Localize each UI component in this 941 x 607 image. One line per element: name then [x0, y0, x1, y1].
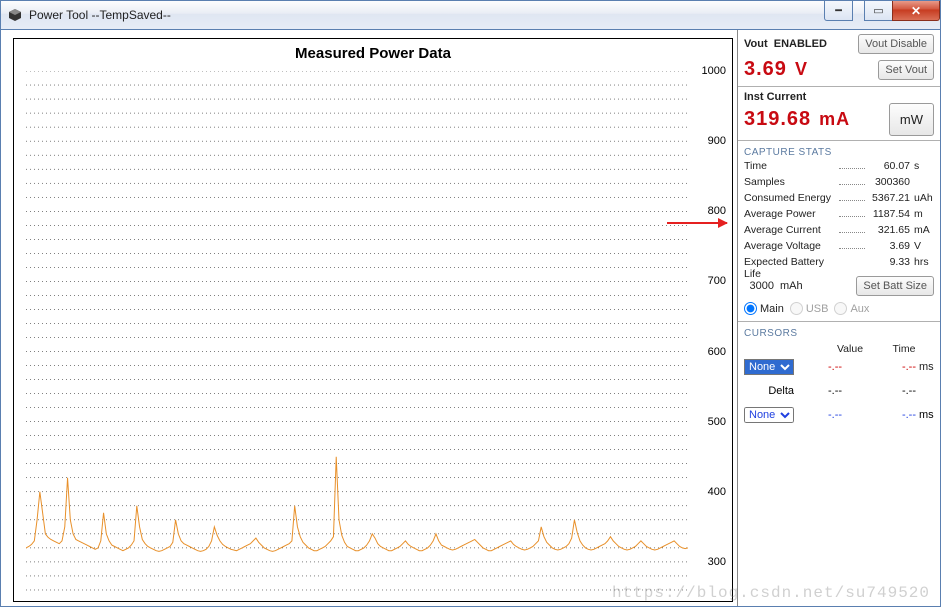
inst-current-value: 319.68mA: [744, 108, 850, 132]
stat-row: Consumed Energy 5367.21uAh: [744, 192, 934, 208]
window-title: Power Tool --TempSaved--: [29, 8, 171, 22]
y-tick-label: 400: [708, 486, 726, 498]
stat-value: 1187.54: [868, 208, 910, 220]
y-tick-label: 300: [708, 556, 726, 568]
y-tick-label: 900: [708, 135, 726, 147]
set-vout-button[interactable]: Set Vout: [878, 60, 934, 80]
minimize-button[interactable]: ━: [824, 1, 853, 21]
stat-unit: mA: [910, 224, 934, 236]
stats-table: Time 60.07s Samples 300360 Consumed Energy 53…: [738, 160, 940, 272]
stat-key: Average Voltage: [744, 240, 836, 252]
radio-main-input[interactable]: [744, 302, 757, 315]
stat-unit: hrs: [910, 256, 934, 268]
titlebar: Power Tool --TempSaved-- ━ ▭ ✕: [0, 0, 941, 30]
vout-disable-button[interactable]: Vout Disable: [858, 34, 934, 54]
stat-value: 5367.21: [868, 192, 910, 204]
chart-panel: Measured Power Data 30040050060070080090…: [1, 30, 737, 606]
stat-key: Expected Battery Life: [744, 256, 836, 280]
chart-box: Measured Power Data 30040050060070080090…: [13, 38, 733, 602]
radio-main[interactable]: Main: [744, 302, 784, 315]
client-area: Measured Power Data 30040050060070080090…: [0, 30, 941, 607]
stat-row: Average Power 1187.54m: [744, 208, 934, 224]
cursor-row-1: None -.-- -.-- ms: [738, 357, 940, 377]
vout-heading: Vout ENABLED: [744, 38, 827, 50]
y-tick-label: 800: [708, 205, 726, 217]
mw-button[interactable]: mW: [889, 103, 934, 136]
stat-key: Average Power: [744, 208, 836, 220]
chart-plot[interactable]: 3004005006007008009001000: [26, 71, 688, 597]
cursor-2-select[interactable]: None: [744, 407, 794, 423]
y-tick-label: 700: [708, 275, 726, 287]
cursor-1-value: -.--: [794, 361, 876, 373]
cursor-row-delta: Delta -.-- -.--: [738, 377, 940, 405]
stat-unit: m: [910, 208, 934, 220]
stat-unit: uAh: [910, 192, 934, 204]
annotation-arrow-icon: [667, 222, 727, 224]
stat-row: Average Current 321.65mA: [744, 224, 934, 240]
cursor-row-2: None -.-- -.-- ms: [738, 405, 940, 425]
stat-unit: V: [910, 240, 934, 252]
maximize-button[interactable]: ▭: [864, 1, 893, 21]
set-batt-size-button[interactable]: Set Batt Size: [856, 276, 934, 296]
stat-value: 3.69: [868, 240, 910, 252]
cursors-label: CURSORS: [738, 322, 940, 341]
stat-value: 9.33: [868, 256, 910, 268]
cursor-1-unit: ms: [916, 361, 934, 373]
battery-value: 3000: [744, 280, 774, 292]
stat-key: Samples: [744, 176, 836, 188]
radio-usb: USB: [790, 302, 829, 315]
stat-row: Average Voltage 3.69V: [744, 240, 934, 256]
radio-aux-input: [834, 302, 847, 315]
y-tick-label: 500: [708, 416, 726, 428]
stat-row: Expected Battery Life9.33hrs: [744, 256, 934, 272]
app-icon: [7, 7, 23, 23]
radio-usb-input: [790, 302, 803, 315]
y-tick-label: 600: [708, 346, 726, 358]
chart-title: Measured Power Data: [14, 45, 732, 62]
radio-aux: Aux: [834, 302, 869, 315]
stat-unit: s: [910, 160, 934, 172]
close-button[interactable]: ✕: [892, 1, 940, 21]
cursor-2-value: -.--: [794, 409, 876, 421]
close-icon: ✕: [911, 4, 921, 18]
stat-value: 60.07: [868, 160, 910, 172]
chart-svg: [26, 71, 688, 597]
inst-current-label: Inst Current: [744, 91, 806, 103]
cursor-1-select[interactable]: None: [744, 359, 794, 375]
side-panel: Vout ENABLED Vout Disable 3.69V Set Vout…: [737, 30, 940, 606]
cursor-2-time: -.--: [876, 409, 916, 421]
y-tick-label: 1000: [702, 65, 726, 77]
stat-key: Consumed Energy: [744, 192, 836, 204]
stat-key: Average Current: [744, 224, 836, 236]
stat-key: Time: [744, 160, 836, 172]
cursor-1-time: -.--: [876, 361, 916, 373]
battery-unit: mAh: [780, 280, 803, 292]
capture-stats-label: CAPTURE STATS: [738, 141, 940, 160]
cursor-header: ValueTime: [738, 341, 940, 357]
stat-value: 321.65: [868, 224, 910, 236]
stat-row: Time 60.07s: [744, 160, 934, 176]
cursor-2-unit: ms: [916, 409, 934, 421]
minimize-icon: ━: [835, 4, 842, 17]
stat-value: 300360: [868, 176, 910, 188]
stat-row: Samples 300360: [744, 176, 934, 192]
vout-value: 3.69V: [744, 58, 808, 82]
maximize-icon: ▭: [873, 4, 883, 17]
